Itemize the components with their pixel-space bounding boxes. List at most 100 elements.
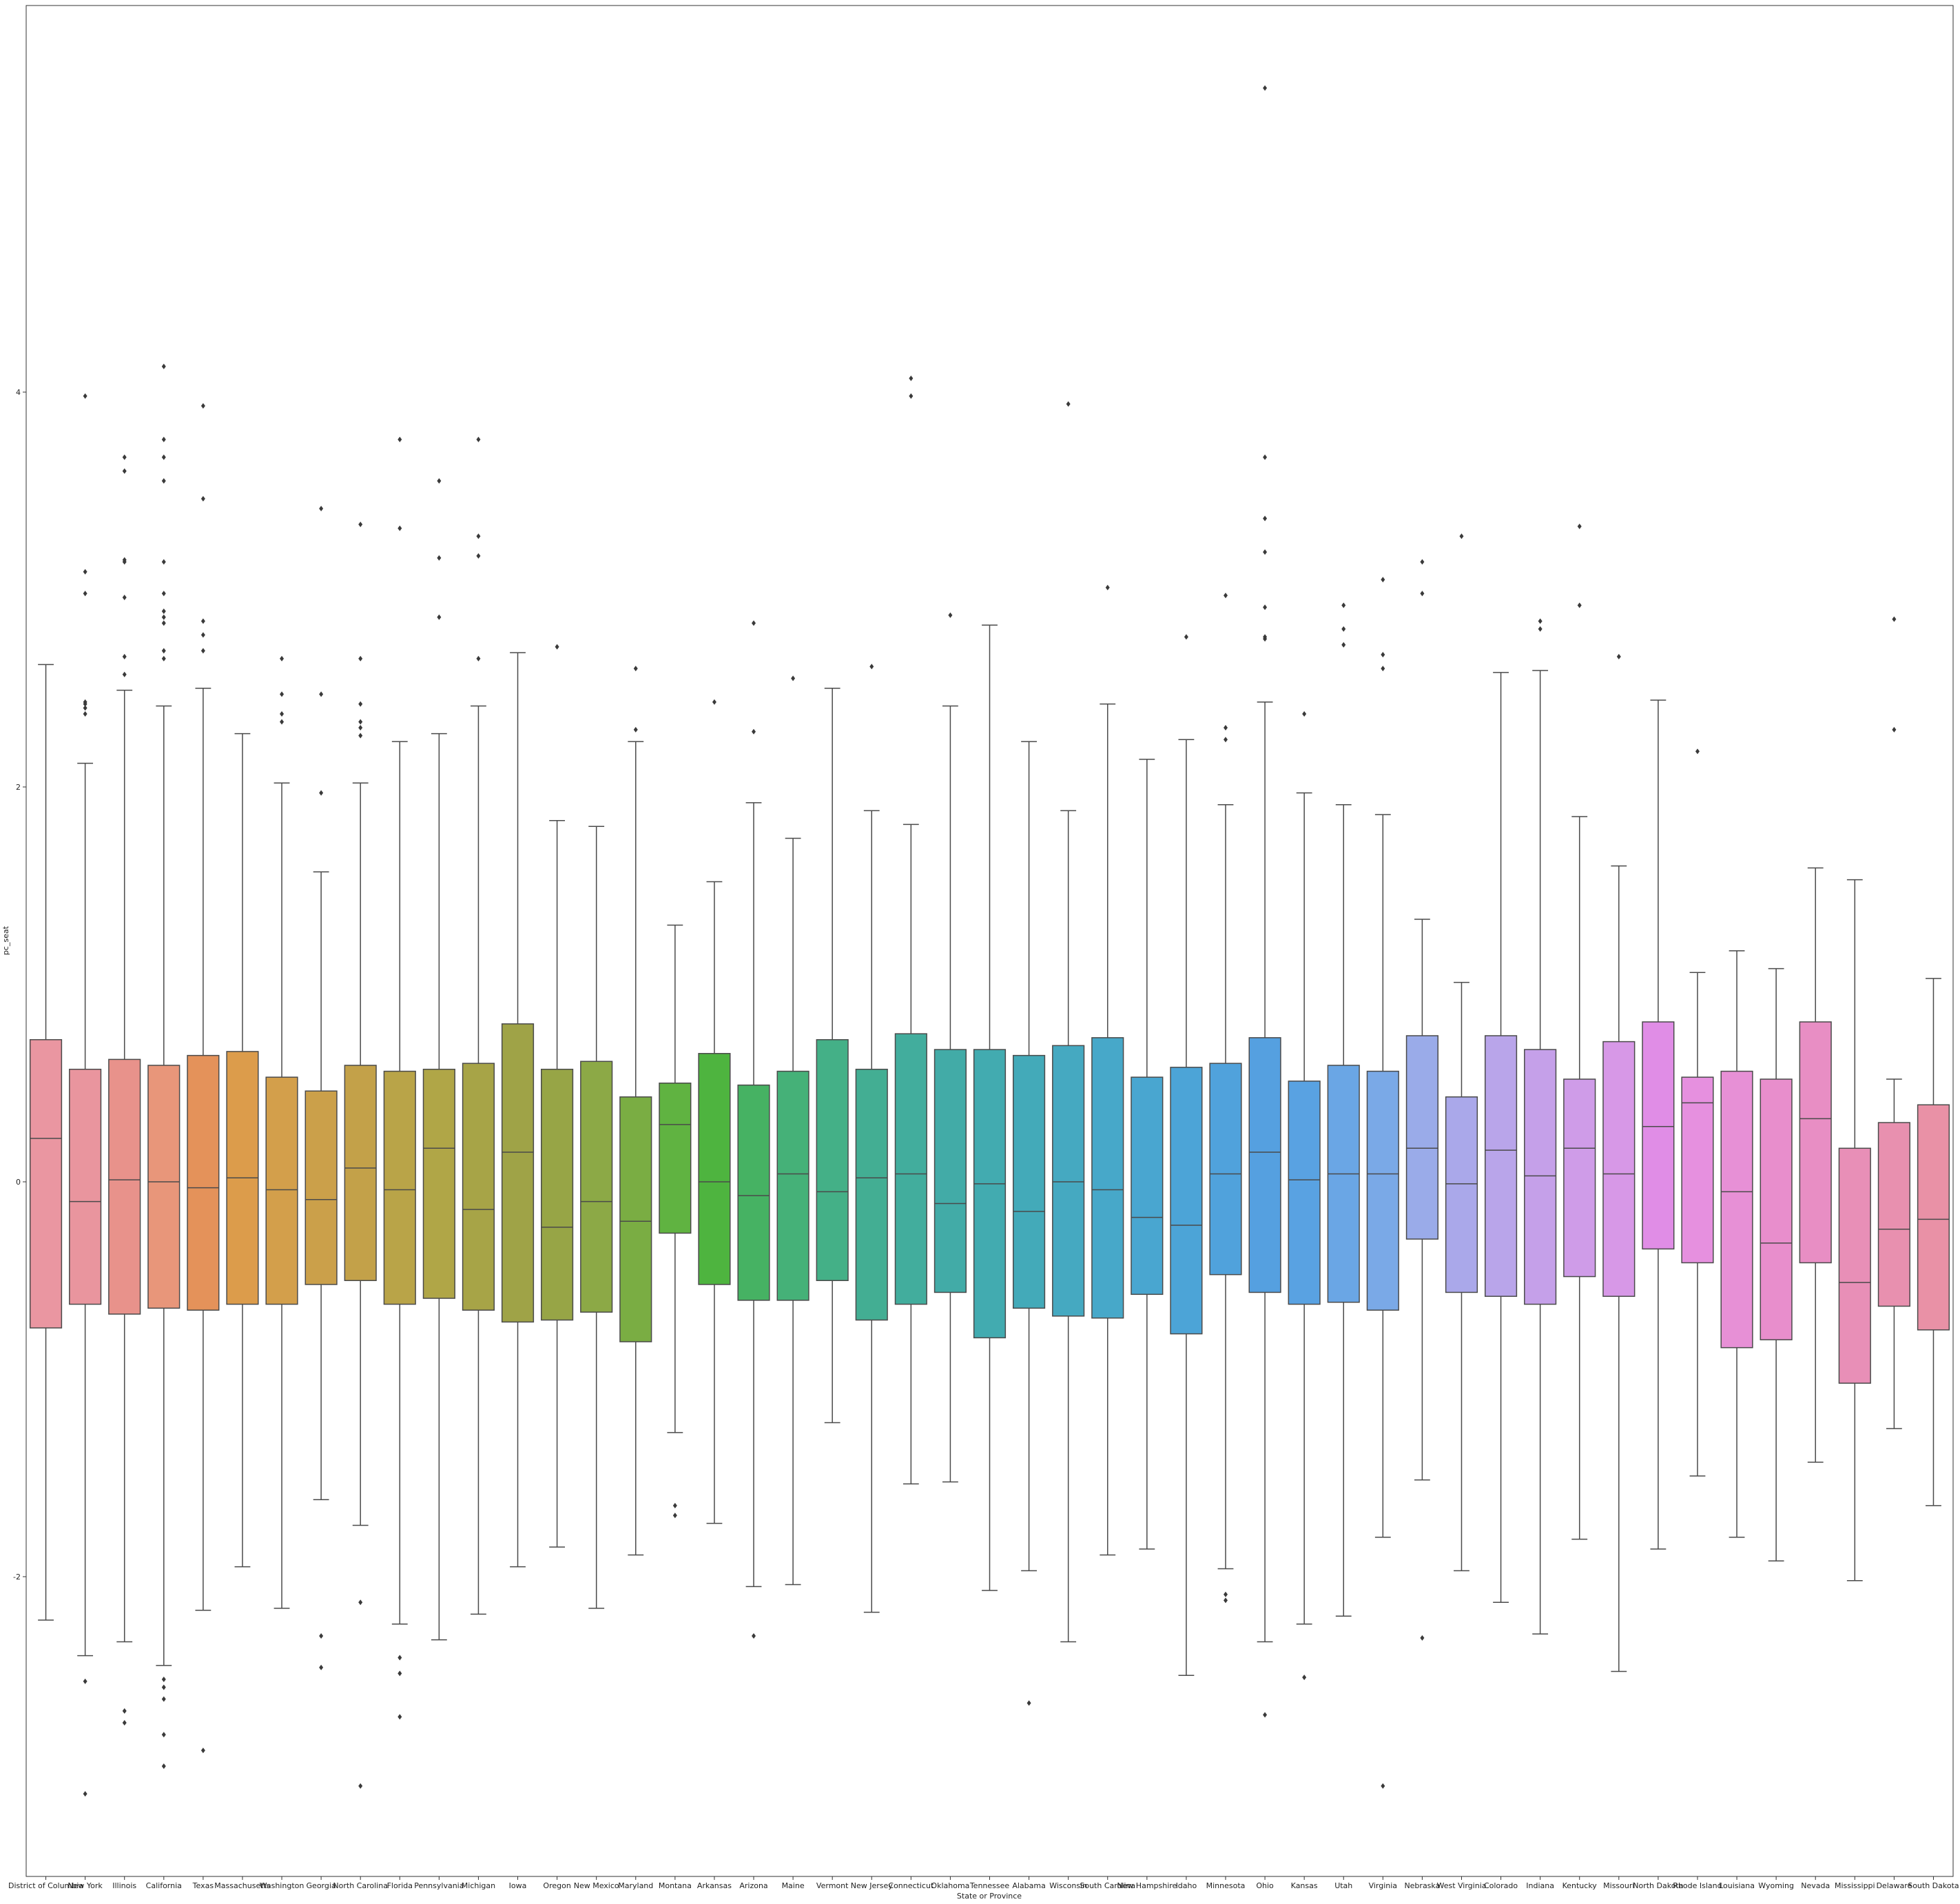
outlier-point	[398, 1714, 402, 1720]
box-iqr	[1563, 1078, 1596, 1278]
outlier-point	[1538, 618, 1543, 624]
outlier-point	[1223, 593, 1228, 599]
y-tick-label: 2	[16, 783, 21, 792]
outlier-point	[1302, 710, 1307, 717]
outlier-point	[1892, 726, 1897, 733]
outlier-point	[1695, 748, 1700, 755]
box-iqr	[344, 1065, 377, 1281]
x-tick-label: Tennessee	[969, 1881, 1010, 1890]
box-wisconsin	[1052, 401, 1085, 1643]
outlier-point	[1263, 636, 1268, 642]
outlier-point	[752, 620, 756, 626]
outlier-point	[476, 436, 481, 442]
outlier-point	[1184, 634, 1188, 640]
outlier-point	[280, 655, 285, 662]
outlier-point	[319, 1632, 324, 1639]
outlier-point	[319, 691, 324, 697]
outlier-point	[161, 1763, 166, 1770]
box-arizona	[737, 620, 770, 1639]
x-tick-label: Kentucky	[1562, 1881, 1598, 1890]
outlier-point	[358, 701, 363, 707]
box-alabama	[1012, 741, 1046, 1706]
box-iqr	[1681, 1076, 1714, 1264]
x-tick-label: New Jersey	[851, 1881, 894, 1890]
outlier-point	[1263, 454, 1268, 460]
box-iqr	[1248, 1037, 1281, 1293]
outlier-point	[476, 655, 481, 662]
outlier-point	[437, 478, 442, 484]
x-tick-label: Delaware	[1876, 1881, 1912, 1890]
box-iqr	[1642, 1021, 1675, 1250]
box-iqr	[894, 1033, 927, 1305]
x-tick-label: Idaho	[1176, 1881, 1197, 1890]
outlier-point	[1459, 533, 1464, 540]
x-tick-label: Illinois	[112, 1881, 136, 1890]
box-new-hampshire	[1131, 759, 1164, 1550]
box-iqr	[580, 1061, 613, 1313]
x-tick-label: Georgia	[307, 1881, 336, 1890]
outlier-point	[319, 1664, 324, 1670]
outlier-point	[1381, 577, 1385, 583]
box-washington	[265, 655, 298, 1609]
outlier-point	[200, 403, 205, 409]
outlier-point	[712, 699, 716, 705]
box-california	[147, 363, 180, 1770]
x-tick-label: North Carolina	[333, 1881, 388, 1890]
outlier-point	[752, 728, 756, 735]
x-tick-label: South Dakota	[1908, 1881, 1959, 1890]
outlier-point	[398, 1655, 402, 1661]
outlier-point	[476, 553, 481, 559]
x-tick-label: New Mexico	[574, 1881, 619, 1890]
box-new-jersey	[855, 664, 888, 1613]
box-iqr	[501, 1023, 535, 1323]
outlier-point	[161, 608, 166, 615]
box-iqr	[1131, 1076, 1164, 1296]
outlier-point	[791, 675, 796, 682]
x-tick-label: New Hampshire	[1117, 1881, 1177, 1890]
box-delaware	[1877, 616, 1910, 1429]
box-iqr	[1720, 1070, 1753, 1349]
x-tick-label: District of Columbia	[8, 1881, 83, 1890]
outlier-point	[280, 719, 285, 725]
outlier-point	[358, 655, 363, 662]
box-montana	[659, 924, 692, 1519]
box-oklahoma	[933, 612, 967, 1483]
x-tick-label: Wisconsin	[1049, 1881, 1087, 1890]
box-maine	[776, 675, 809, 1586]
box-iqr	[265, 1076, 298, 1305]
outlier-point	[161, 655, 166, 662]
outlier-point	[672, 1513, 677, 1519]
x-tick-label: Vermont	[816, 1881, 849, 1890]
outlier-point	[161, 363, 166, 369]
x-tick-label: Colorado	[1484, 1881, 1518, 1890]
box-series	[29, 85, 1950, 1797]
box-iqr	[1524, 1049, 1557, 1305]
box-georgia	[305, 506, 338, 1670]
outlier-point	[1223, 737, 1228, 743]
x-tick-label: Nevada	[1801, 1881, 1830, 1890]
outlier-point	[83, 705, 87, 711]
x-tick-label: South Carolina	[1080, 1881, 1135, 1890]
outlier-point	[161, 559, 166, 565]
box-iqr	[1838, 1147, 1871, 1384]
outlier-point	[869, 664, 874, 670]
outlier-point	[398, 525, 402, 531]
outlier-point	[83, 1791, 87, 1797]
box-iqr	[1760, 1078, 1793, 1340]
box-north-carolina	[344, 521, 377, 1789]
outlier-point	[280, 691, 285, 697]
box-rhode-island	[1681, 748, 1714, 1477]
outlier-point	[1302, 1675, 1307, 1681]
box-iqr	[1288, 1081, 1321, 1305]
outlier-point	[161, 1696, 166, 1702]
box-iqr	[855, 1068, 888, 1321]
box-virginia	[1366, 577, 1399, 1789]
outlier-point	[1616, 653, 1621, 659]
box-new-york	[69, 393, 102, 1797]
outlier-point	[1420, 591, 1425, 597]
outlier-point	[1420, 559, 1425, 565]
outlier-point	[122, 671, 127, 677]
box-ohio	[1248, 85, 1281, 1718]
box-nevada	[1799, 867, 1832, 1463]
x-tick-label: Virginia	[1369, 1881, 1397, 1890]
